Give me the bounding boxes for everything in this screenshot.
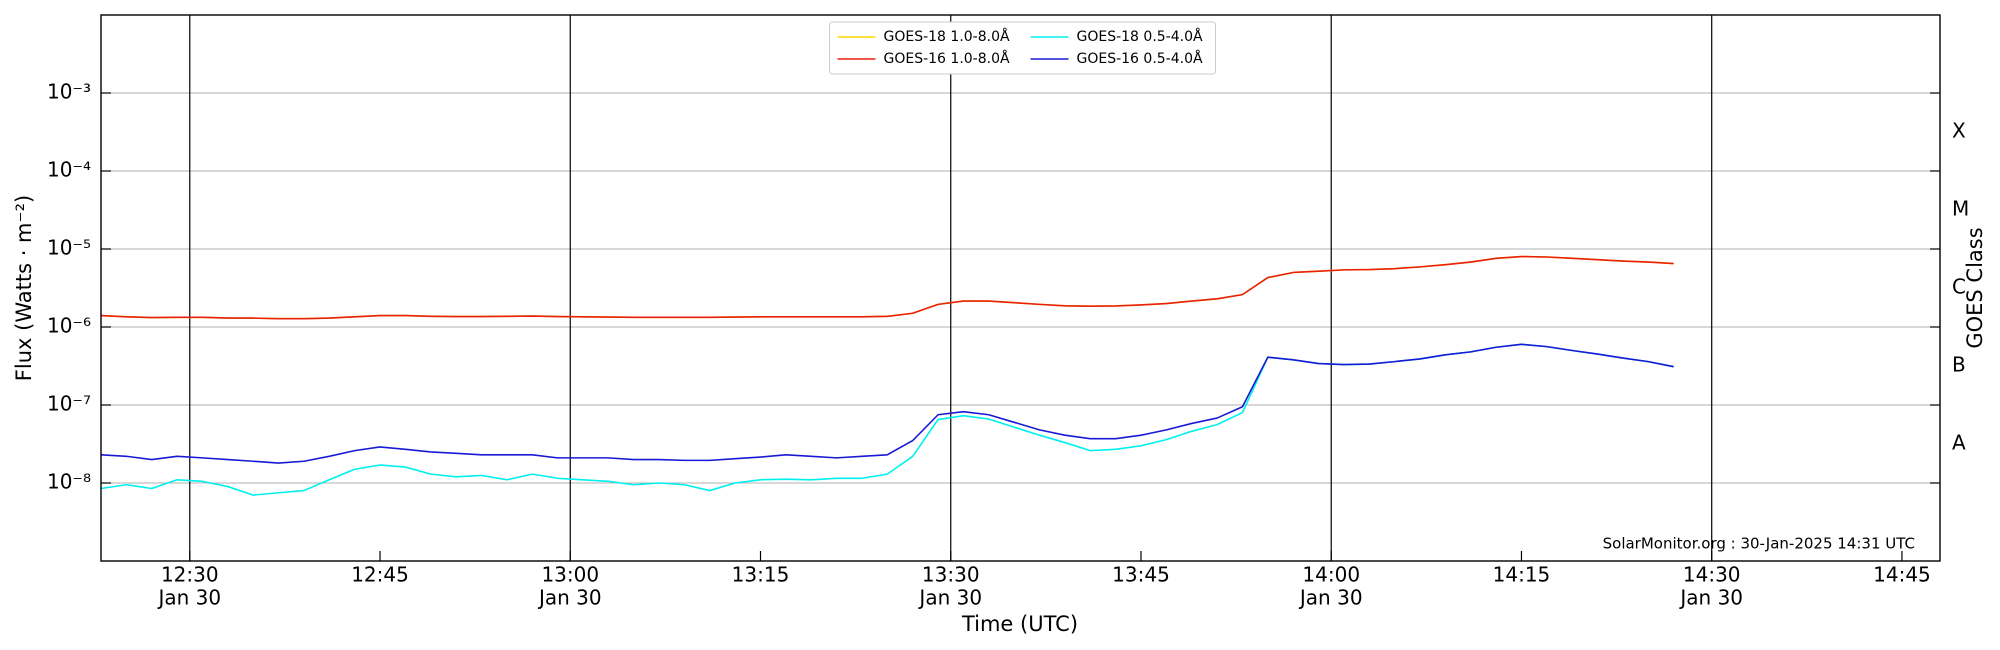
y-tick-label: 10⁻³	[47, 80, 91, 104]
x-tick-label: Jan 30	[156, 586, 221, 610]
x-tick-label: 14:45	[1873, 563, 1931, 587]
legend-label: GOES-18 1.0-8.0Å	[884, 28, 1010, 45]
y-axis-label: Flux (Watts · m⁻²)	[12, 195, 36, 381]
series-line	[100, 343, 1674, 496]
x-tick-label: 14:15	[1493, 563, 1551, 587]
legend: GOES-18 1.0-8.0Å GOES-16 1.0-8.0Å GOES-18 …	[829, 21, 1216, 75]
y-tick-label: 10⁻⁸	[47, 470, 91, 494]
legend-label: GOES-16 0.5-4.0Å	[1077, 50, 1203, 67]
x-tick-label: 13:30	[922, 563, 980, 587]
y-tick-label: 10⁻⁶	[47, 314, 91, 338]
x-tick-label: Jan 30	[1298, 586, 1363, 610]
y2-tick-label: M	[1952, 197, 1969, 221]
y-tick-label: 10⁻⁵	[47, 236, 91, 260]
series-line	[100, 255, 1674, 320]
x-tick-label: 13:15	[732, 563, 790, 587]
y-tick-label: 10⁻⁴	[47, 158, 91, 182]
x-tick-label: 14:30	[1683, 563, 1741, 587]
x-tick-label: Jan 30	[917, 586, 982, 610]
y-tick-label: 10⁻⁷	[47, 392, 91, 416]
x-tick-label: 12:30	[161, 563, 219, 587]
legend-label: GOES-18 0.5-4.0Å	[1077, 28, 1203, 45]
y2-tick-label: B	[1952, 353, 1966, 377]
x-tick-label: 13:00	[541, 563, 599, 587]
annotation: SolarMonitor.org : 30-Jan-2025 14:31 UTC	[1603, 535, 1915, 553]
legend-box	[829, 21, 1216, 75]
x-axis-label: Time (UTC)	[961, 612, 1078, 636]
plot-frame	[100, 14, 1941, 562]
y2-tick-label: X	[1952, 119, 1966, 143]
y2-axis-label: GOES Class	[1963, 227, 1987, 348]
x-tick-label: Jan 30	[537, 586, 602, 610]
series-line	[100, 343, 1674, 464]
y2-tick-label: A	[1952, 431, 1966, 455]
y2-tick-label: C	[1952, 275, 1966, 299]
x-tick-label: 12:45	[351, 563, 409, 587]
x-tick-label: 13:45	[1112, 563, 1170, 587]
x-tick-label: Jan 30	[1678, 586, 1743, 610]
legend-label: GOES-16 1.0-8.0Å	[884, 50, 1010, 67]
x-tick-label: 14:00	[1302, 563, 1360, 587]
